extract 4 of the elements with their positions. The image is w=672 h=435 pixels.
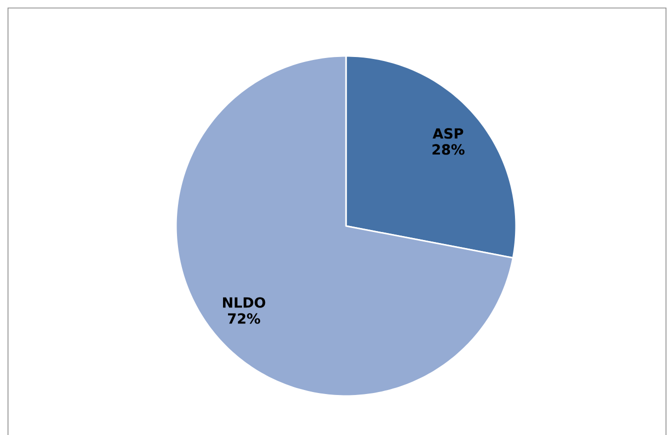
data-label: 72% [228,313,260,324]
slice-label: NLDO [223,297,266,308]
slice-label: ASP [432,128,464,139]
data-label: 28% [432,144,464,155]
